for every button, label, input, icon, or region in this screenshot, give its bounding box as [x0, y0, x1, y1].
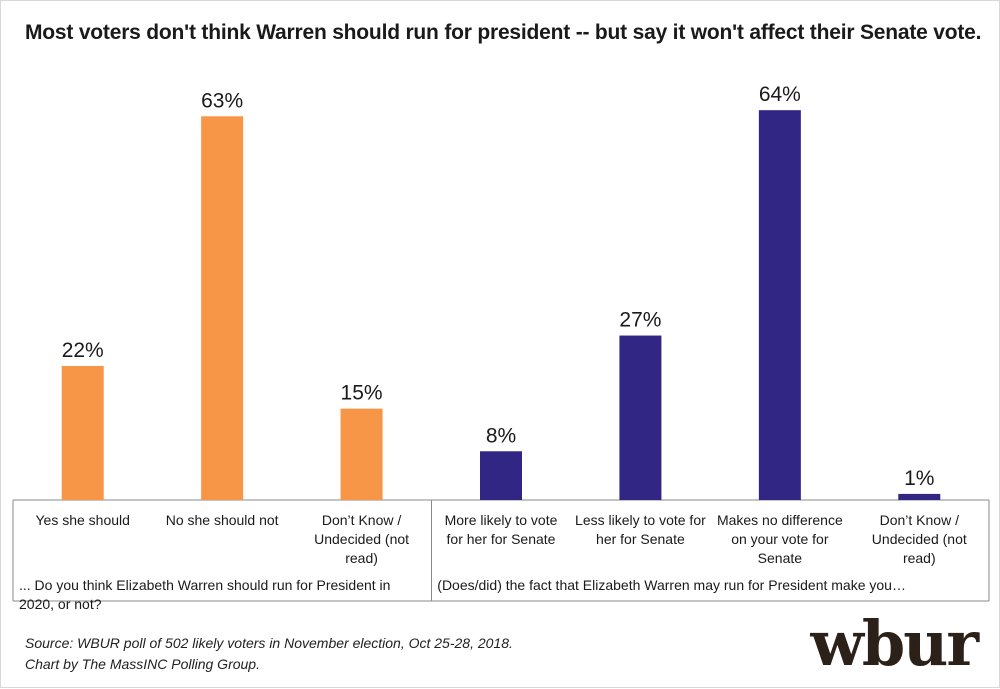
question-label: ... Do you think Elizabeth Warren should… [19, 577, 390, 612]
category-label: Don’t Know / Undecided (not read) [872, 512, 967, 566]
data-label: 64% [759, 83, 801, 106]
bar-2-2 [619, 335, 662, 500]
data-label: 15% [341, 382, 383, 405]
category-label: Makes no difference on your vote for Senat… [717, 512, 843, 566]
bar-1-1 [61, 366, 104, 500]
source-line: Source: WBUR poll of 502 likely voters i… [25, 635, 513, 651]
bar-2-3 [758, 110, 801, 500]
data-label: 8% [486, 424, 516, 447]
category-label: No she should not [166, 512, 279, 528]
chart-title: Most voters don't think Warren should ru… [25, 21, 982, 44]
bar-1-2 [201, 116, 244, 500]
bar-1-3 [340, 408, 383, 500]
source-note: Source: WBUR poll of 502 likely voters i… [25, 633, 513, 675]
bar-2-1 [480, 451, 522, 500]
category-label: Don’t Know / Undecided (not read) [314, 512, 409, 566]
data-label: 27% [619, 309, 661, 332]
wbur-logo: wbur [810, 607, 979, 680]
category-label: More likely to vote for her for Senate [445, 512, 558, 547]
data-label: 63% [201, 89, 243, 112]
category-label: Less likely to vote for her for Senate [575, 512, 706, 547]
question-label: (Does/did) the fact that Elizabeth Warre… [437, 577, 906, 593]
data-label: 1% [904, 467, 934, 490]
credit-line: Chart by The MassINC Polling Group. [25, 656, 260, 672]
bar-2-4 [898, 493, 941, 500]
category-label: Yes she should [35, 512, 129, 528]
data-label: 22% [62, 339, 104, 362]
